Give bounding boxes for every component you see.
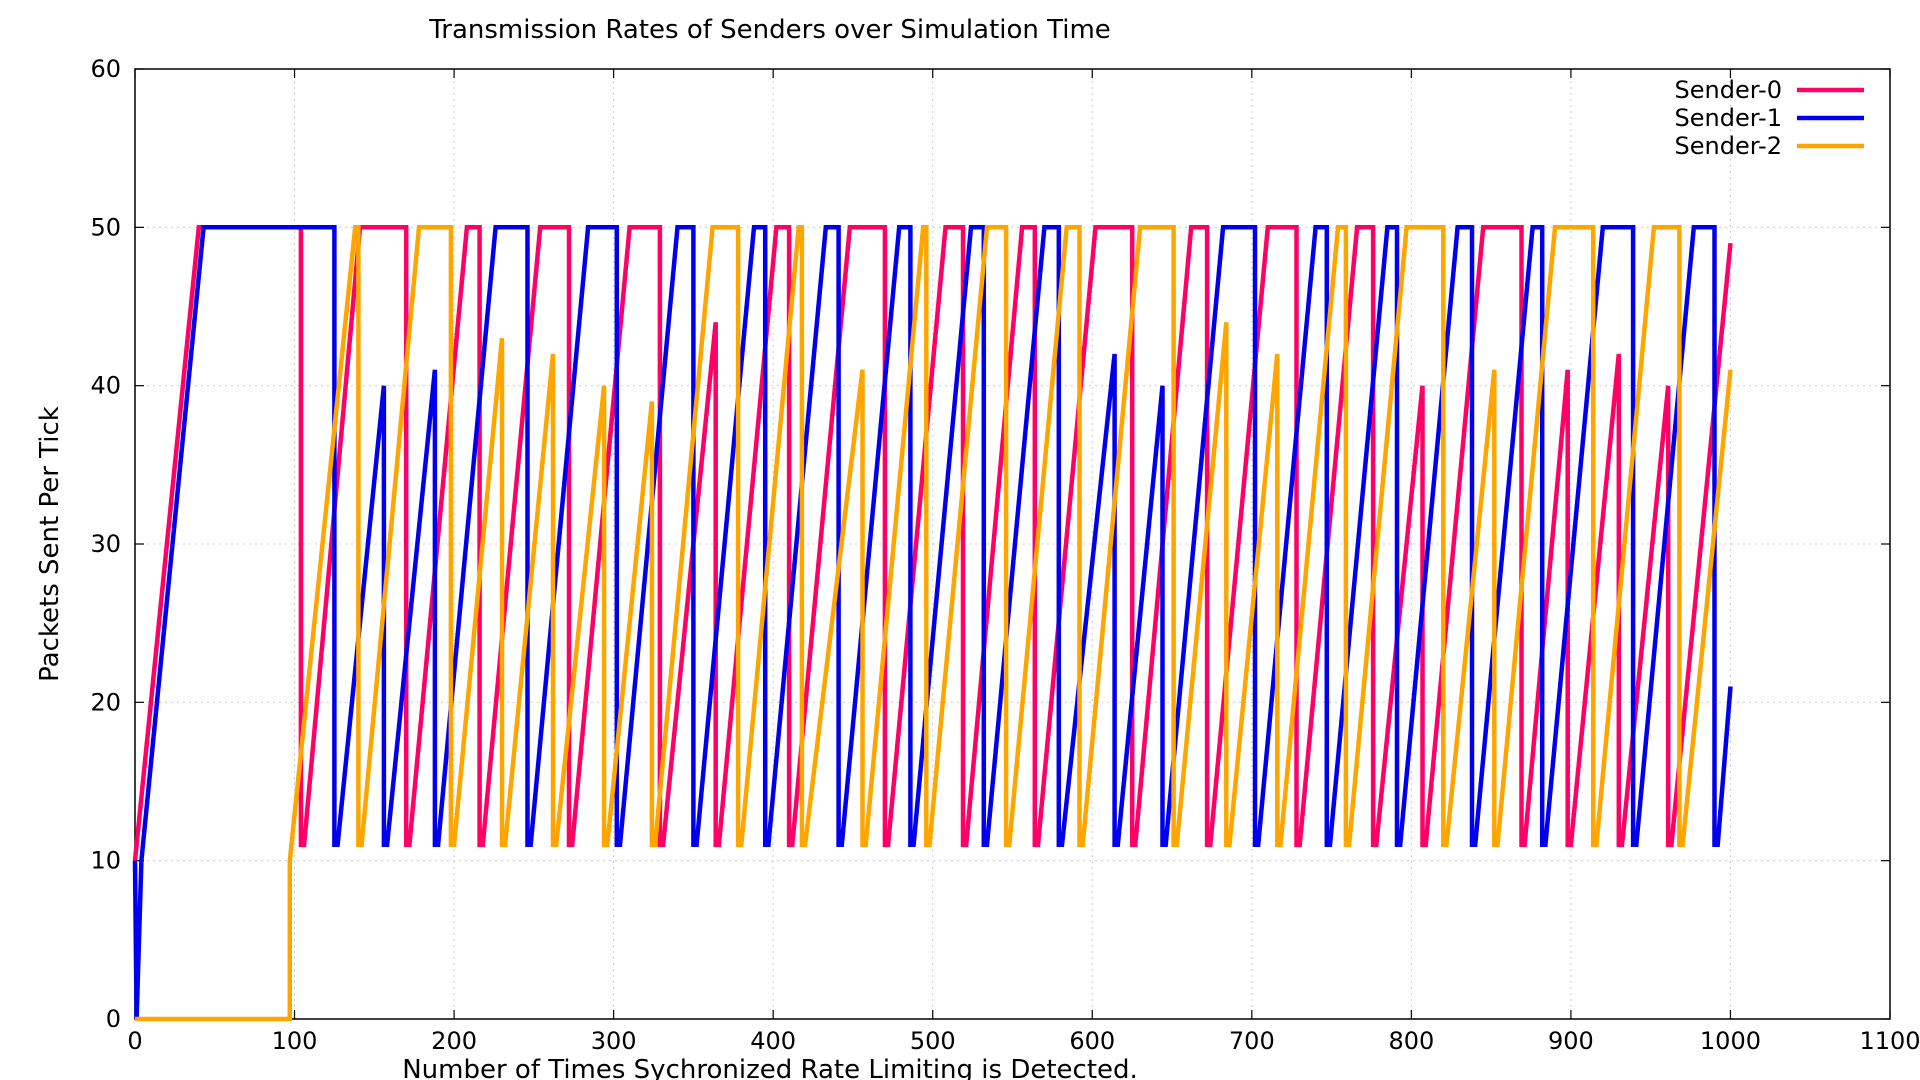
y-tick-label: 60	[90, 55, 121, 83]
legend-label-sender-2: Sender-2	[1675, 132, 1782, 160]
y-tick-label: 10	[90, 847, 121, 875]
x-tick-label: 0	[127, 1027, 142, 1055]
axes	[134, 68, 1891, 1020]
series-line-sender-0	[132, 225, 1733, 861]
series-lines	[132, 225, 1733, 1022]
x-tick-label: 500	[910, 1027, 956, 1055]
x-tick-label: 1000	[1700, 1027, 1761, 1055]
x-tick-label: 700	[1229, 1027, 1275, 1055]
y-tick-label: 30	[90, 530, 121, 558]
series-line-sender-2	[135, 225, 1733, 1022]
x-axis-label: Number of Times Sychronized Rate Limitin…	[402, 1055, 1138, 1080]
x-tick-label: 300	[591, 1027, 637, 1055]
x-tick-label: 900	[1548, 1027, 1594, 1055]
legend-label-sender-0: Sender-0	[1675, 76, 1782, 104]
tick-labels: 0 100 200 300 400 500 600 700 800 900 1000 1100 0 10 2…	[90, 55, 1920, 1055]
grid-lines	[135, 69, 1890, 1019]
x-tick-label: 100	[272, 1027, 318, 1055]
series-line-sender-1	[132, 225, 1733, 1020]
x-tick-label: 1100	[1859, 1027, 1920, 1055]
y-axis-label: Packets Sent Per Tick	[35, 406, 65, 682]
legend-label-sender-1: Sender-1	[1675, 104, 1782, 132]
x-tick-label: 800	[1388, 1027, 1434, 1055]
x-tick-label: 600	[1069, 1027, 1115, 1055]
y-tick-label: 0	[106, 1005, 121, 1033]
x-tick-label: 200	[431, 1027, 477, 1055]
y-tick-label: 40	[90, 372, 121, 400]
chart-title: Transmission Rates of Senders over Simul…	[428, 15, 1111, 45]
y-tick-label: 50	[90, 213, 121, 241]
y-tick-label: 20	[90, 688, 121, 716]
x-tick-label: 400	[750, 1027, 796, 1055]
